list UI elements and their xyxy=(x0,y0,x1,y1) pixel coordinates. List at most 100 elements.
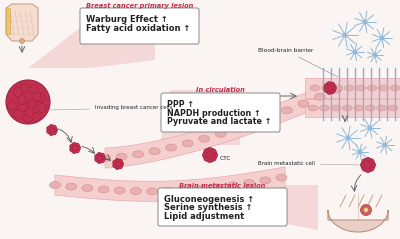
Circle shape xyxy=(70,144,73,148)
FancyBboxPatch shape xyxy=(158,188,287,226)
Circle shape xyxy=(204,157,208,161)
Polygon shape xyxy=(305,78,400,98)
Circle shape xyxy=(77,146,81,150)
Circle shape xyxy=(49,124,53,128)
Ellipse shape xyxy=(322,85,332,91)
Circle shape xyxy=(363,20,367,24)
Circle shape xyxy=(119,159,122,163)
Circle shape xyxy=(380,36,384,40)
Circle shape xyxy=(53,125,56,129)
Circle shape xyxy=(327,90,331,94)
Circle shape xyxy=(49,132,53,136)
Circle shape xyxy=(18,96,26,104)
Ellipse shape xyxy=(116,153,127,160)
Circle shape xyxy=(47,125,57,135)
Circle shape xyxy=(361,158,375,172)
Circle shape xyxy=(212,157,216,161)
Circle shape xyxy=(383,143,387,147)
Circle shape xyxy=(204,149,208,153)
Text: Pyruvate and lactate ↑: Pyruvate and lactate ↑ xyxy=(167,117,272,126)
Polygon shape xyxy=(28,20,155,68)
Ellipse shape xyxy=(182,140,193,147)
Circle shape xyxy=(20,83,30,92)
Text: Blood-brain barrier: Blood-brain barrier xyxy=(258,48,338,77)
Ellipse shape xyxy=(342,105,352,111)
Circle shape xyxy=(331,82,335,87)
Circle shape xyxy=(120,162,124,166)
Ellipse shape xyxy=(276,174,287,181)
Ellipse shape xyxy=(265,113,276,120)
Circle shape xyxy=(38,103,46,113)
Circle shape xyxy=(53,131,56,135)
Circle shape xyxy=(97,160,101,164)
Circle shape xyxy=(30,85,38,93)
Circle shape xyxy=(14,87,22,97)
Circle shape xyxy=(331,90,335,93)
Circle shape xyxy=(203,148,217,162)
Circle shape xyxy=(32,92,42,102)
Ellipse shape xyxy=(248,119,259,126)
Ellipse shape xyxy=(179,187,190,194)
Polygon shape xyxy=(328,210,388,232)
Circle shape xyxy=(324,84,328,88)
Circle shape xyxy=(46,130,50,134)
Circle shape xyxy=(94,154,98,158)
FancyBboxPatch shape xyxy=(161,93,280,132)
Circle shape xyxy=(353,50,357,54)
Circle shape xyxy=(208,147,212,152)
Circle shape xyxy=(346,136,350,140)
Circle shape xyxy=(362,159,366,163)
Circle shape xyxy=(119,165,122,169)
Circle shape xyxy=(366,157,370,162)
Ellipse shape xyxy=(333,85,343,91)
Ellipse shape xyxy=(228,182,238,189)
Ellipse shape xyxy=(388,105,398,111)
Circle shape xyxy=(115,166,119,170)
Ellipse shape xyxy=(314,93,326,100)
Circle shape xyxy=(18,103,28,112)
Circle shape xyxy=(112,164,116,168)
Circle shape xyxy=(373,53,377,57)
Text: PPP ↑: PPP ↑ xyxy=(167,100,194,109)
Text: Gluconeogenesis ↑: Gluconeogenesis ↑ xyxy=(164,195,254,204)
Ellipse shape xyxy=(146,188,158,195)
Circle shape xyxy=(364,208,368,212)
Ellipse shape xyxy=(331,105,341,111)
Ellipse shape xyxy=(149,148,160,155)
Ellipse shape xyxy=(66,183,77,190)
Circle shape xyxy=(70,143,80,153)
Ellipse shape xyxy=(82,185,93,192)
Circle shape xyxy=(102,156,106,160)
Text: Fatty acid oxidation ↑: Fatty acid oxidation ↑ xyxy=(86,23,190,33)
Text: Breast cancer primary lesion: Breast cancer primary lesion xyxy=(86,2,193,9)
Circle shape xyxy=(76,149,79,153)
Ellipse shape xyxy=(298,100,309,107)
Circle shape xyxy=(6,80,50,124)
Ellipse shape xyxy=(354,105,364,111)
Text: CTC: CTC xyxy=(220,156,231,161)
Circle shape xyxy=(8,102,16,110)
Ellipse shape xyxy=(50,181,60,189)
Polygon shape xyxy=(160,90,240,145)
Circle shape xyxy=(115,158,119,162)
Circle shape xyxy=(32,113,40,121)
Ellipse shape xyxy=(199,135,210,142)
Circle shape xyxy=(54,128,58,132)
Ellipse shape xyxy=(308,105,318,111)
Circle shape xyxy=(14,109,22,119)
Text: Warburg Effect ↑: Warburg Effect ↑ xyxy=(86,15,168,24)
Circle shape xyxy=(213,153,218,157)
Ellipse shape xyxy=(163,188,174,195)
Circle shape xyxy=(360,205,372,216)
Circle shape xyxy=(70,148,73,152)
Text: Lipid adjustment: Lipid adjustment xyxy=(164,212,244,221)
Ellipse shape xyxy=(132,151,144,158)
Circle shape xyxy=(113,159,123,169)
Circle shape xyxy=(343,33,347,37)
Polygon shape xyxy=(6,4,38,41)
Ellipse shape xyxy=(376,105,386,111)
Circle shape xyxy=(36,93,46,103)
Circle shape xyxy=(324,88,328,92)
Circle shape xyxy=(72,142,76,146)
Circle shape xyxy=(327,81,331,86)
